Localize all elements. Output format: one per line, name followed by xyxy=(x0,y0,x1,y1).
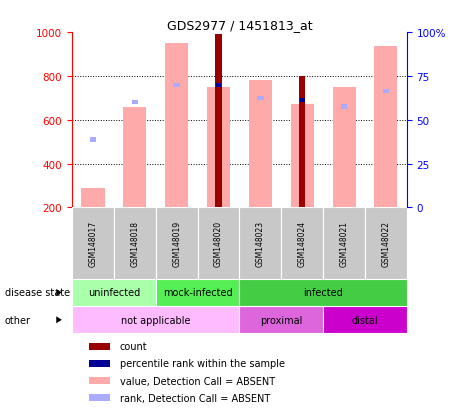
Bar xyxy=(323,208,365,279)
Bar xyxy=(81,188,105,208)
Bar xyxy=(323,306,407,334)
Bar xyxy=(291,105,314,208)
Bar xyxy=(89,343,110,350)
Bar xyxy=(281,208,323,279)
Bar xyxy=(72,279,156,306)
Bar xyxy=(156,208,198,279)
Bar xyxy=(365,208,407,279)
Bar xyxy=(300,99,305,103)
Text: GSM148022: GSM148022 xyxy=(381,221,391,266)
Bar xyxy=(132,101,138,105)
Text: count: count xyxy=(120,342,147,351)
Bar xyxy=(89,377,110,384)
Text: infected: infected xyxy=(303,288,343,298)
Bar xyxy=(165,44,188,208)
Bar xyxy=(341,105,347,109)
Bar xyxy=(239,279,407,306)
Text: GSM148018: GSM148018 xyxy=(130,221,140,266)
Text: GSM148021: GSM148021 xyxy=(339,221,349,266)
Bar xyxy=(90,138,96,142)
Bar xyxy=(207,88,230,208)
Text: GSM148020: GSM148020 xyxy=(214,221,223,266)
Bar xyxy=(299,77,306,208)
Text: GSM148017: GSM148017 xyxy=(88,221,98,266)
Text: percentile rank within the sample: percentile rank within the sample xyxy=(120,358,285,368)
Bar xyxy=(72,306,239,334)
Text: GSM148019: GSM148019 xyxy=(172,221,181,266)
Bar xyxy=(299,97,306,101)
Bar xyxy=(173,83,180,88)
Bar xyxy=(198,208,239,279)
Text: distal: distal xyxy=(352,315,379,325)
Bar xyxy=(249,81,272,208)
Bar xyxy=(383,90,389,94)
Text: GSM148023: GSM148023 xyxy=(256,221,265,266)
Bar xyxy=(156,279,239,306)
Text: other: other xyxy=(5,315,31,325)
Text: value, Detection Call = ABSENT: value, Detection Call = ABSENT xyxy=(120,375,275,386)
Bar xyxy=(89,360,110,367)
Bar xyxy=(239,208,281,279)
Bar xyxy=(239,306,323,334)
Bar xyxy=(89,394,110,401)
Bar xyxy=(114,208,156,279)
Text: mock-infected: mock-infected xyxy=(163,288,232,298)
Bar xyxy=(215,35,222,208)
Text: rank, Detection Call = ABSENT: rank, Detection Call = ABSENT xyxy=(120,393,270,403)
Text: uninfected: uninfected xyxy=(88,288,140,298)
Bar xyxy=(72,208,114,279)
Bar xyxy=(374,47,398,208)
Bar xyxy=(257,97,264,101)
Bar xyxy=(216,83,221,88)
Text: proximal: proximal xyxy=(260,315,303,325)
Text: disease state: disease state xyxy=(5,288,70,298)
Text: not applicable: not applicable xyxy=(121,315,191,325)
Text: GSM148024: GSM148024 xyxy=(298,221,307,266)
Bar xyxy=(123,107,146,208)
Title: GDS2977 / 1451813_at: GDS2977 / 1451813_at xyxy=(166,19,312,32)
Bar xyxy=(332,88,356,208)
